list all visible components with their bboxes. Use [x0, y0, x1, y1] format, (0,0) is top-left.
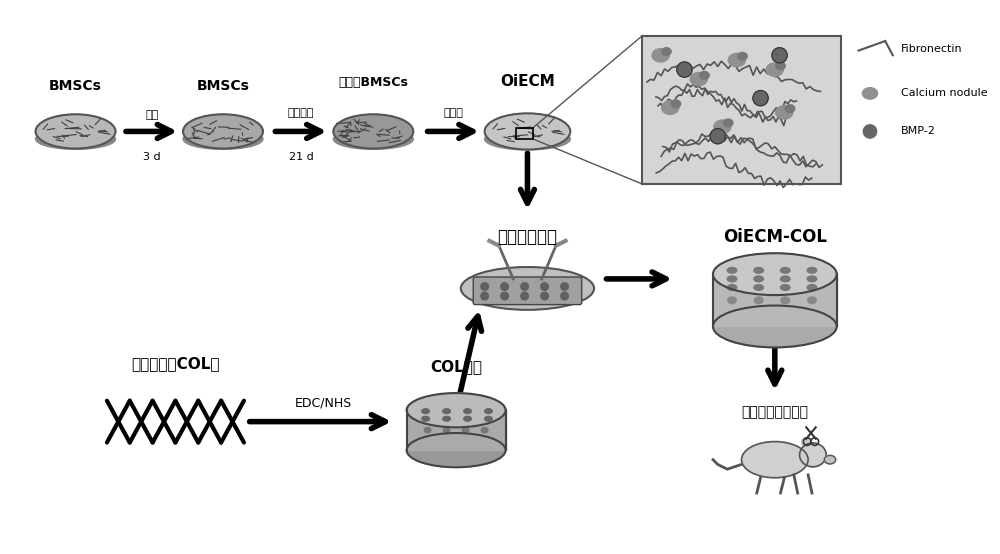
Text: OiECM: OiECM [500, 74, 555, 89]
Text: 胶原蛋白（COL）: 胶原蛋白（COL） [131, 356, 220, 371]
Polygon shape [407, 410, 506, 450]
Ellipse shape [807, 268, 817, 273]
Text: Fibronectin: Fibronectin [901, 44, 963, 54]
Ellipse shape [662, 101, 679, 114]
Ellipse shape [801, 438, 809, 447]
Ellipse shape [754, 285, 763, 290]
Circle shape [541, 283, 548, 290]
Ellipse shape [36, 129, 115, 150]
Ellipse shape [807, 285, 817, 290]
Text: 21 d: 21 d [289, 152, 313, 162]
Text: 成骨分化: 成骨分化 [288, 108, 314, 118]
Circle shape [863, 125, 877, 138]
Ellipse shape [727, 285, 737, 290]
Ellipse shape [485, 128, 570, 150]
FancyBboxPatch shape [473, 277, 582, 305]
Ellipse shape [464, 417, 471, 421]
Text: BMSCs: BMSCs [197, 79, 249, 94]
Ellipse shape [785, 105, 795, 112]
Ellipse shape [422, 409, 429, 413]
Ellipse shape [713, 306, 837, 347]
Text: EDC/NHS: EDC/NHS [294, 396, 352, 409]
Text: COL支架: COL支架 [430, 359, 482, 374]
Ellipse shape [754, 297, 763, 304]
Ellipse shape [807, 276, 817, 282]
Circle shape [501, 283, 508, 290]
Ellipse shape [781, 268, 790, 273]
Ellipse shape [781, 276, 790, 282]
Ellipse shape [862, 88, 878, 99]
Circle shape [481, 283, 488, 290]
Circle shape [710, 129, 725, 144]
Ellipse shape [700, 71, 709, 79]
Polygon shape [713, 274, 837, 326]
Ellipse shape [485, 114, 570, 150]
Ellipse shape [183, 129, 263, 150]
Ellipse shape [723, 119, 733, 127]
Text: 骨诱导BMSCs: 骨诱导BMSCs [338, 75, 408, 89]
Ellipse shape [443, 417, 450, 421]
Text: BMP-2: BMP-2 [901, 126, 936, 136]
Text: 大鼠颅骨缺损模型: 大鼠颅骨缺损模型 [741, 406, 808, 419]
Circle shape [561, 283, 568, 290]
Ellipse shape [407, 433, 506, 467]
Text: Calcium nodule: Calcium nodule [901, 89, 988, 99]
Ellipse shape [713, 253, 837, 295]
Text: OiECM-COL: OiECM-COL [723, 228, 827, 247]
Circle shape [561, 292, 568, 300]
Circle shape [772, 48, 787, 63]
Bar [516, 127, 533, 139]
Ellipse shape [652, 49, 669, 62]
Text: 增殖: 增殖 [145, 110, 158, 120]
Ellipse shape [690, 73, 707, 86]
Circle shape [677, 62, 692, 77]
Ellipse shape [424, 428, 431, 433]
Ellipse shape [727, 276, 737, 282]
Ellipse shape [443, 428, 450, 433]
Ellipse shape [461, 267, 594, 310]
Ellipse shape [781, 297, 790, 304]
Ellipse shape [766, 63, 783, 76]
Text: BMSCs: BMSCs [49, 79, 102, 94]
Text: 3 d: 3 d [143, 152, 160, 162]
Ellipse shape [754, 276, 763, 282]
Ellipse shape [422, 417, 429, 421]
Ellipse shape [462, 428, 469, 433]
Ellipse shape [742, 442, 808, 478]
Ellipse shape [481, 428, 488, 433]
Ellipse shape [407, 393, 506, 427]
Ellipse shape [183, 114, 263, 148]
Ellipse shape [727, 268, 737, 273]
Ellipse shape [776, 62, 785, 70]
Ellipse shape [776, 106, 793, 119]
Ellipse shape [485, 417, 492, 421]
Ellipse shape [333, 129, 413, 150]
Ellipse shape [464, 409, 471, 413]
Ellipse shape [824, 455, 836, 464]
Ellipse shape [714, 120, 731, 134]
FancyBboxPatch shape [642, 37, 841, 184]
Ellipse shape [662, 48, 671, 55]
Ellipse shape [485, 409, 492, 413]
Ellipse shape [728, 53, 745, 66]
Ellipse shape [738, 53, 747, 60]
Ellipse shape [671, 100, 681, 107]
Ellipse shape [333, 114, 413, 148]
Text: 脱细胞: 脱细胞 [443, 108, 463, 118]
Circle shape [753, 90, 768, 106]
Circle shape [501, 292, 508, 300]
Ellipse shape [754, 268, 763, 273]
Circle shape [541, 292, 548, 300]
Ellipse shape [800, 443, 826, 467]
Ellipse shape [781, 285, 790, 290]
Circle shape [521, 292, 528, 300]
Circle shape [521, 283, 528, 290]
Ellipse shape [728, 297, 736, 304]
Ellipse shape [36, 114, 115, 148]
Ellipse shape [808, 297, 816, 304]
Ellipse shape [443, 409, 450, 413]
Circle shape [481, 292, 488, 300]
Text: 人工包裹组装: 人工包裹组装 [497, 228, 557, 247]
